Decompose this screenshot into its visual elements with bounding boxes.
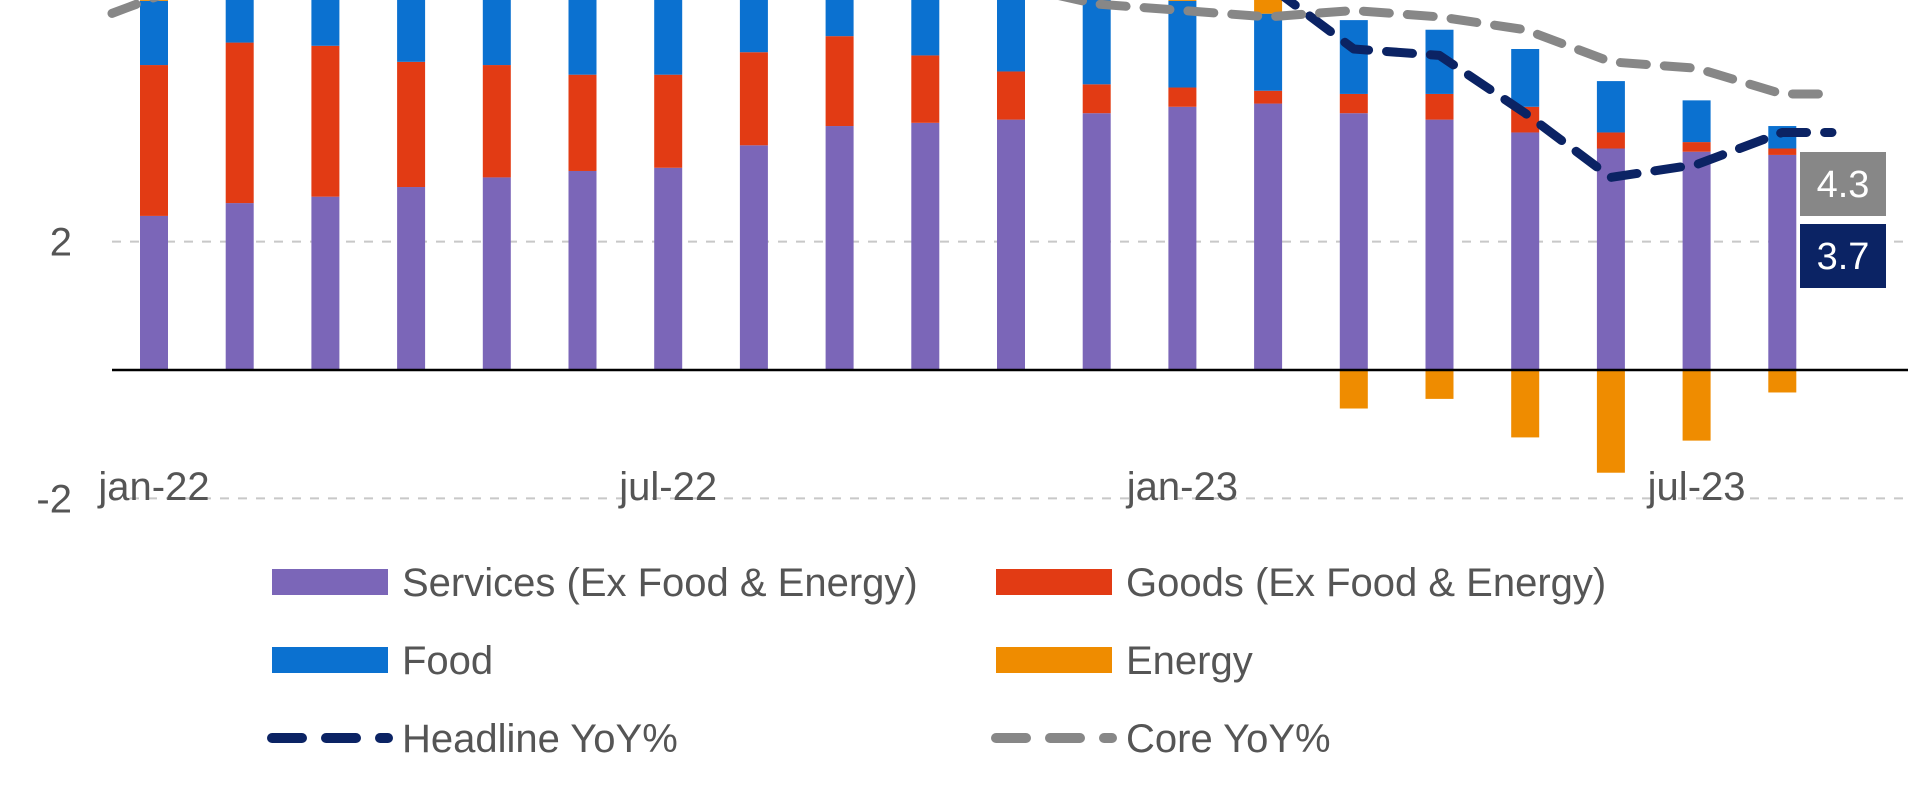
bar-food — [1596, 81, 1625, 133]
bar-goods-ex-food-energy — [311, 45, 340, 197]
line-headline-yoy — [1280, 0, 1837, 182]
bar-energy — [1768, 370, 1797, 393]
x-tick-label: jul-23 — [1647, 465, 1746, 509]
bar-services-ex-food-energy — [825, 126, 854, 370]
legend-label-core-yoy: Core YoY% — [1126, 717, 1331, 761]
bar-food — [568, 0, 597, 75]
bar-services-ex-food-energy — [1682, 151, 1711, 370]
bar-services-ex-food-energy — [568, 170, 597, 370]
bar-food — [997, 0, 1025, 72]
bar-food — [1682, 100, 1711, 143]
bar-services-ex-food-energy — [140, 215, 168, 370]
x-tick-label: jan-22 — [97, 465, 209, 509]
bar-services-ex-food-energy — [1254, 103, 1283, 370]
bar-goods-ex-food-energy — [739, 52, 768, 146]
legend-swatch-food — [272, 647, 388, 673]
bar-goods-ex-food-energy — [1082, 84, 1111, 114]
bar-energy — [1168, 0, 1197, 1]
y-tick-label: -2 — [36, 477, 72, 521]
bar-goods-ex-food-energy — [568, 74, 597, 171]
bar-energy — [1425, 370, 1454, 399]
y-tick-label: 2 — [50, 221, 72, 265]
legend-swatch-goods-ex-food-energy — [996, 569, 1112, 595]
bar-goods-ex-food-energy — [997, 71, 1025, 120]
bar-food — [739, 0, 768, 53]
bar-services-ex-food-energy — [1511, 132, 1540, 370]
bar-services-ex-food-energy — [1768, 154, 1797, 370]
bar-energy — [1682, 370, 1711, 441]
bar-services-ex-food-energy — [311, 196, 340, 370]
legend: Services (Ex Food & Energy) Goods (Ex Foo… — [267, 561, 1606, 761]
bar-goods-ex-food-energy — [1168, 87, 1197, 107]
bar-goods-ex-food-energy — [225, 42, 254, 204]
end-value-badge — [1800, 152, 1886, 216]
lines-layer — [107, 0, 1837, 182]
bar-food — [1254, 13, 1283, 91]
bar-services-ex-food-energy — [997, 119, 1025, 371]
y-tick-label: 6 — [50, 0, 72, 8]
bar-services-ex-food-energy — [654, 167, 683, 370]
bar-goods-ex-food-energy — [482, 65, 511, 178]
bar-goods-ex-food-energy — [825, 36, 854, 127]
bar-food — [1082, 0, 1111, 85]
x-tick-label: jan-23 — [1126, 465, 1238, 509]
bar-goods-ex-food-energy — [1254, 90, 1283, 104]
bar-food — [397, 0, 426, 62]
bar-energy — [1596, 370, 1625, 473]
bar-food — [1339, 20, 1368, 94]
bar-services-ex-food-energy — [482, 177, 511, 370]
bar-food — [911, 0, 940, 56]
bar-food — [654, 0, 683, 75]
bar-energy — [1339, 370, 1368, 409]
bar-energy — [1511, 370, 1540, 438]
bar-goods-ex-food-energy — [911, 55, 940, 123]
bar-services-ex-food-energy — [1168, 106, 1197, 370]
bar-goods-ex-food-energy — [1339, 93, 1368, 114]
bar-goods-ex-food-energy — [1596, 132, 1625, 149]
end-value-badge — [1800, 224, 1886, 288]
legend-label-goods-ex-food-energy: Goods (Ex Food & Energy) — [1126, 561, 1606, 605]
bar-services-ex-food-energy — [1425, 119, 1454, 371]
bar-goods-ex-food-energy — [1425, 93, 1454, 120]
bars-layer — [140, 0, 1797, 473]
bar-goods-ex-food-energy — [1682, 142, 1711, 152]
bar-services-ex-food-energy — [1596, 148, 1625, 370]
bar-goods-ex-food-energy — [140, 65, 168, 216]
bar-goods-ex-food-energy — [654, 74, 683, 168]
end-value-label: 4.3 — [1817, 164, 1870, 206]
legend-swatch-energy — [996, 647, 1112, 673]
bar-goods-ex-food-energy — [397, 61, 426, 188]
bar-services-ex-food-energy — [739, 145, 768, 370]
labels-layer: 4.3 3.7 — [1800, 152, 1886, 288]
legend-label-services-ex-food-energy: Services (Ex Food & Energy) — [402, 561, 918, 605]
bar-services-ex-food-energy — [1339, 113, 1368, 370]
bar-food — [825, 0, 854, 37]
end-value-label: 3.7 — [1817, 236, 1870, 278]
bar-services-ex-food-energy — [1082, 113, 1111, 370]
bar-services-ex-food-energy — [911, 122, 940, 370]
bar-services-ex-food-energy — [225, 203, 254, 370]
bar-goods-ex-food-energy — [1768, 148, 1797, 155]
bar-food — [140, 0, 168, 66]
line-core-yoy — [107, 0, 1837, 99]
bar-food — [311, 0, 340, 46]
bar-services-ex-food-energy — [397, 187, 426, 370]
legend-label-food: Food — [402, 639, 493, 683]
bar-food — [1511, 49, 1540, 107]
bar-energy — [1254, 0, 1283, 14]
x-tick-label: jul-22 — [618, 465, 717, 509]
legend-swatch-services-ex-food-energy — [272, 569, 388, 595]
bar-food — [482, 0, 511, 66]
legend-label-headline-yoy: Headline YoY% — [402, 717, 678, 761]
legend-label-energy: Energy — [1126, 639, 1253, 683]
bar-food — [225, 0, 254, 43]
